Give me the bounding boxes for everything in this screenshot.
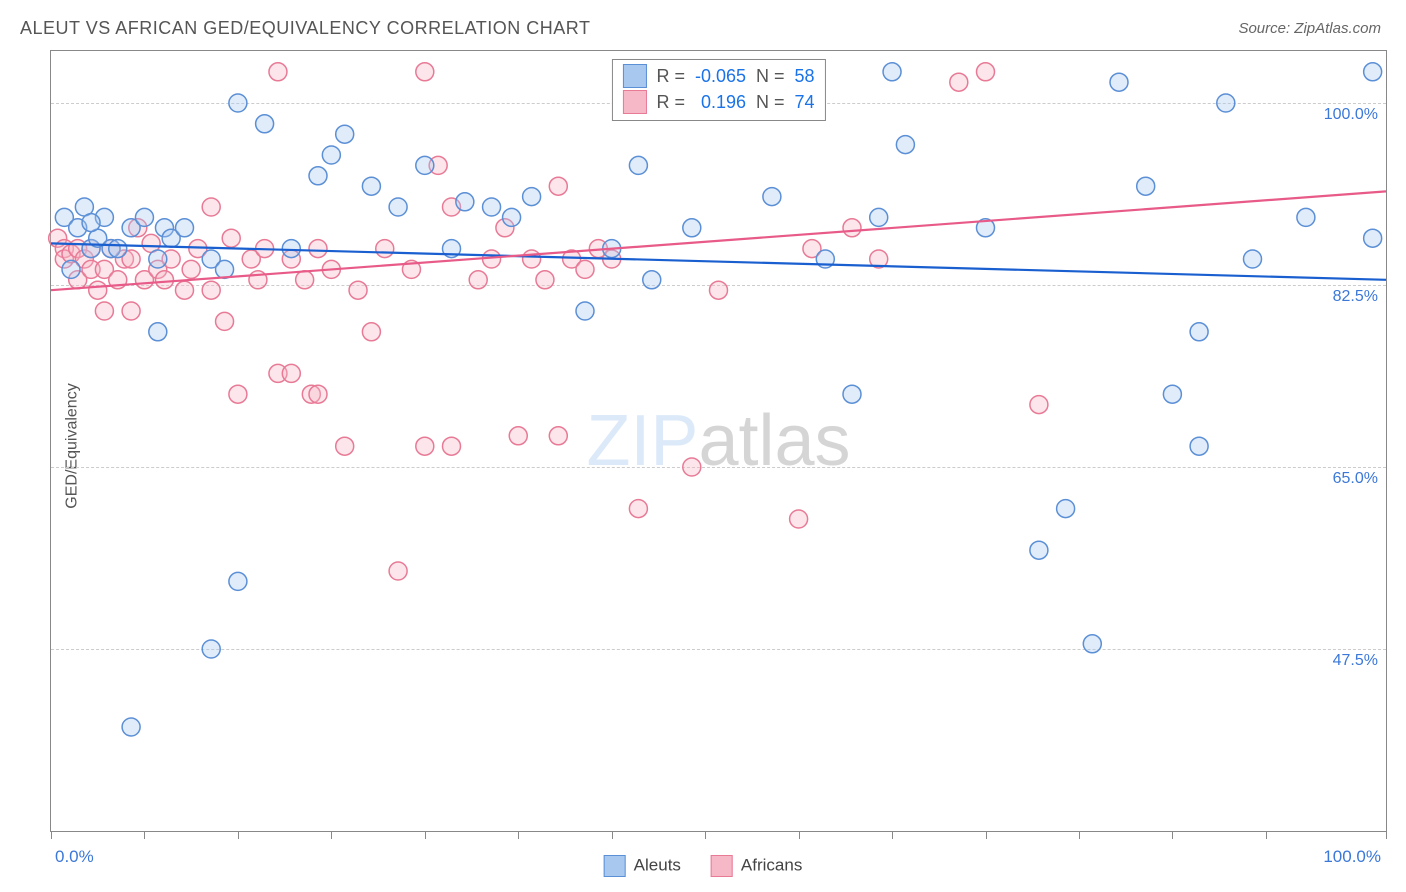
n-value-africans: 74 <box>795 92 815 113</box>
legend-swatch-africans <box>622 90 646 114</box>
correlation-legend: R = -0.065 N = 58 R = 0.196 N = 74 <box>611 59 825 121</box>
n-value-aleuts: 58 <box>795 66 815 87</box>
legend-swatch-icon <box>604 855 626 877</box>
source-attribution: Source: ZipAtlas.com <box>1238 20 1381 37</box>
legend-swatch-aleuts <box>622 64 646 88</box>
r-value-aleuts: -0.065 <box>695 66 746 87</box>
legend-swatch-icon <box>711 855 733 877</box>
r-label-2: R = <box>656 92 685 113</box>
legend-item-aleuts: Aleuts <box>604 855 681 877</box>
r-value-africans: 0.196 <box>695 92 746 113</box>
plot-area: 47.5%65.0%82.5%100.0% ZIPatlas R = -0.06… <box>50 50 1387 832</box>
x-axis-max-label: 100.0% <box>1323 847 1381 867</box>
n-label: N = <box>756 66 785 87</box>
chart-title: ALEUT VS AFRICAN GED/EQUIVALENCY CORRELA… <box>20 18 590 39</box>
x-axis-min-label: 0.0% <box>55 847 94 867</box>
chart-container: ALEUT VS AFRICAN GED/EQUIVALENCY CORRELA… <box>0 0 1406 892</box>
legend-item-africans: Africans <box>711 855 802 877</box>
series-legend: Aleuts Africans <box>604 855 803 877</box>
r-label: R = <box>656 66 685 87</box>
n-label-2: N = <box>756 92 785 113</box>
scatter-svg <box>51 51 1386 831</box>
